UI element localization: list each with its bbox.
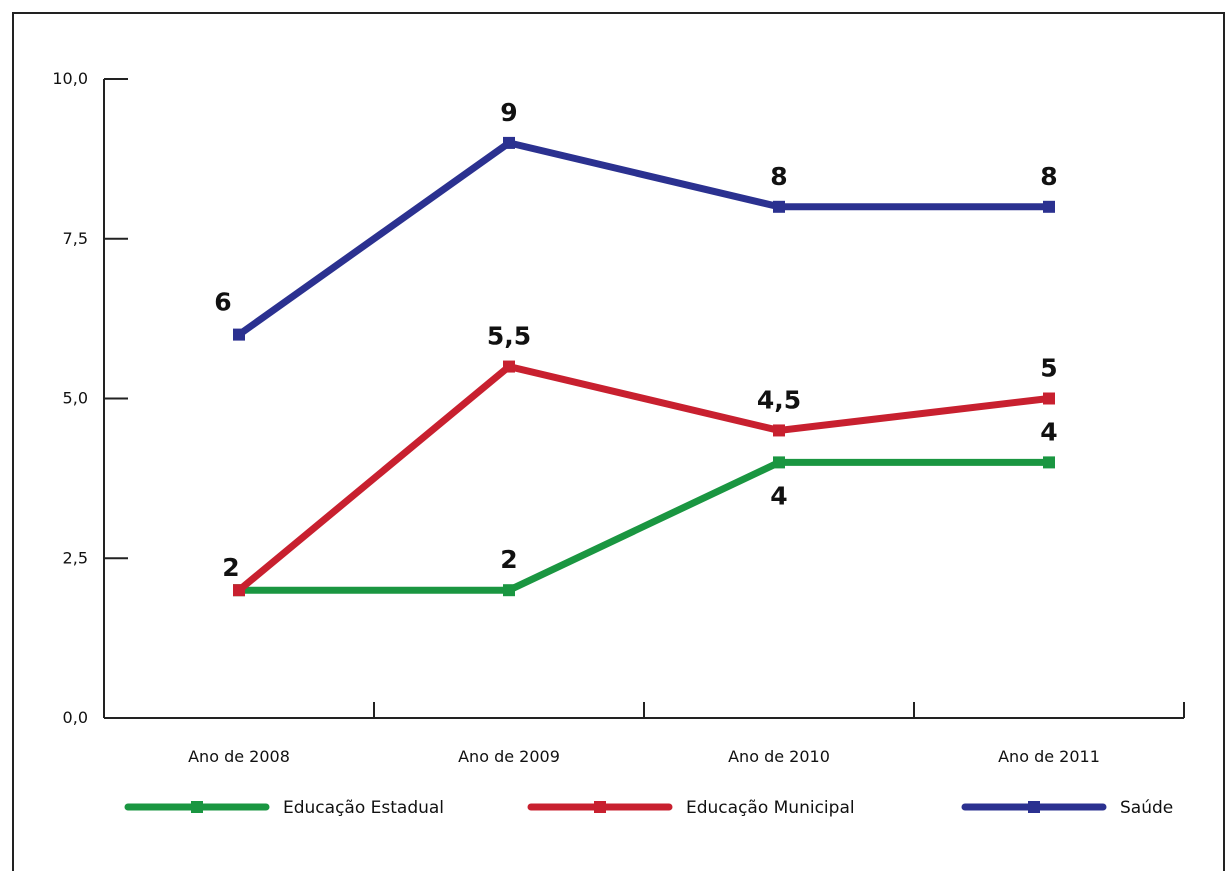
series-point [773, 424, 785, 437]
data-label: 8 [770, 162, 787, 191]
series-point [233, 584, 245, 597]
series-point [1043, 456, 1055, 469]
data-label: 5 [1040, 354, 1057, 383]
x-category-label: Ano de 2010 [728, 747, 830, 766]
series-point [1043, 200, 1055, 213]
y-tick-label: 0,0 [63, 708, 88, 727]
x-category-label: Ano de 2011 [998, 747, 1100, 766]
series-point [233, 328, 245, 341]
y-tick-label: 7,5 [63, 229, 88, 248]
series-line [236, 362, 1050, 593]
data-labels: 2 4 4 2 5,5 4,5 5 6 9 8 8 [214, 98, 1057, 582]
legend-label: Saúde [1120, 798, 1173, 818]
data-label: 4,5 [757, 385, 801, 414]
series-point [503, 360, 515, 373]
data-label: 2 [222, 553, 239, 582]
data-label: 4 [770, 481, 787, 510]
data-label: 8 [1040, 162, 1057, 191]
series-point [773, 200, 785, 213]
series-line [236, 139, 1049, 338]
legend-label: Educação Municipal [686, 798, 855, 818]
series-point [773, 456, 785, 469]
y-tick-label: 10,0 [52, 69, 88, 88]
legend-swatch-marker [1028, 801, 1040, 813]
series-point [1043, 392, 1055, 405]
series-point [503, 136, 515, 149]
legend-item: Educação Municipal [527, 798, 855, 818]
y-tick-label: 2,5 [63, 548, 88, 567]
data-label: 4 [1040, 417, 1057, 446]
x-category-label: Ano de 2008 [188, 747, 290, 766]
data-label: 2 [500, 545, 517, 574]
data-label: 9 [500, 98, 517, 127]
legend-item: Educação Estadual [124, 798, 444, 818]
series-line [239, 458, 1049, 594]
series-layer [233, 136, 1055, 597]
data-label: 6 [214, 288, 231, 317]
series-point [503, 584, 515, 597]
chart-frame [12, 12, 1225, 871]
legend-swatch-marker [594, 801, 606, 813]
legend-swatch-marker [191, 801, 203, 813]
legend: Educação Estadual Educação Municipal Saúde [124, 798, 1173, 818]
x-category-label: Ano de 2009 [458, 747, 560, 766]
legend-label: Educação Estadual [283, 798, 444, 818]
data-label: 5,5 [487, 322, 531, 351]
axes: 0,0 2,5 5,0 7,5 10,0 Ano de 2008 Ano de 2009 An… [52, 69, 1185, 766]
y-tick-label: 5,0 [63, 389, 88, 408]
legend-item: Saúde [961, 798, 1173, 818]
